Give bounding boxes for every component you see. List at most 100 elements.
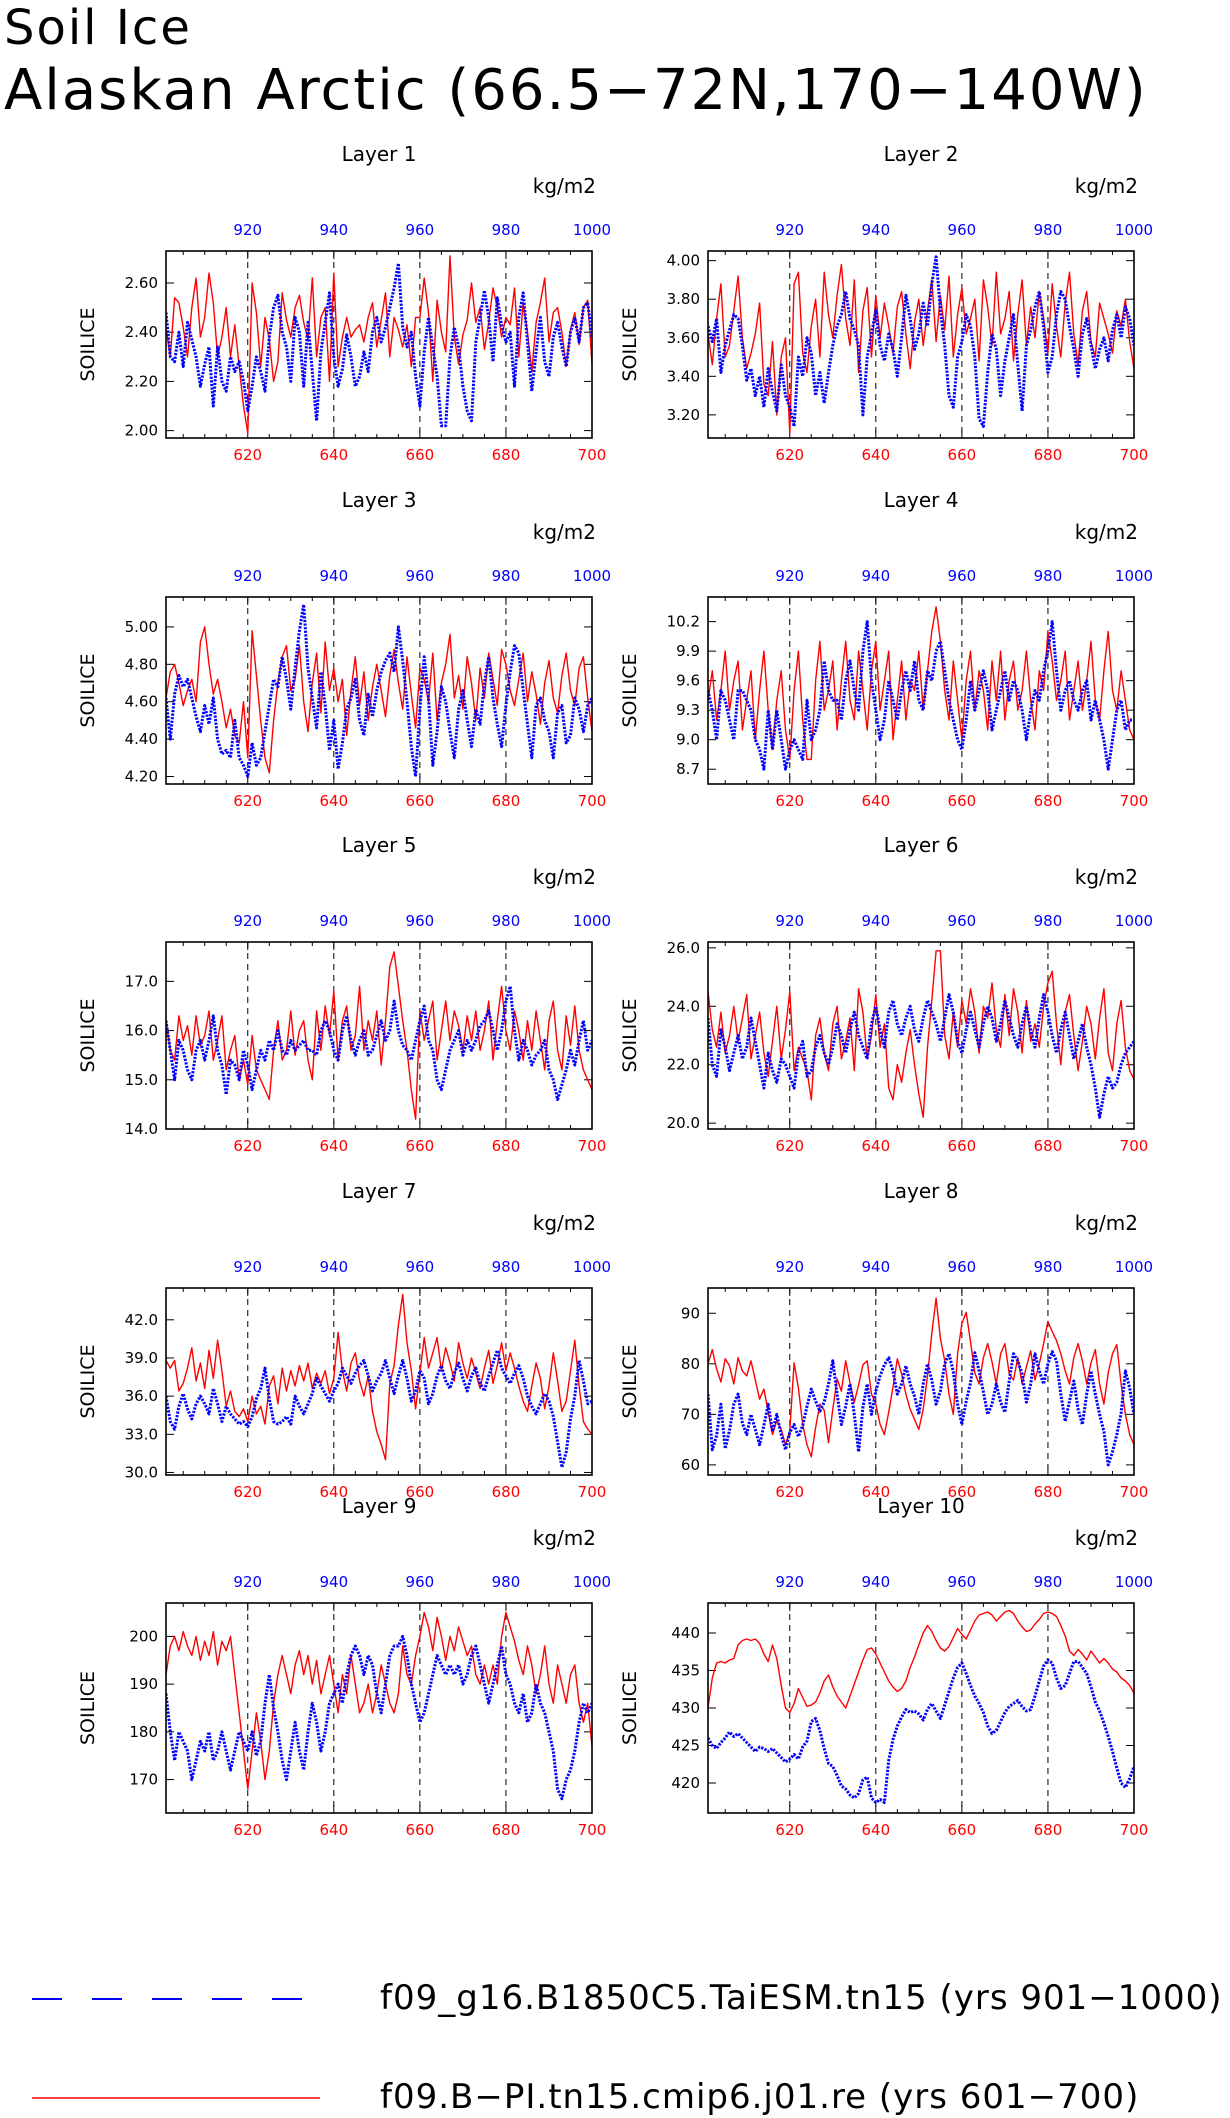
panel-layer-5: Layer 5 kg/m2 SOILICE 620 640 660 680 700 920 940…	[77, 833, 611, 1155]
x-top-tick-label: 920	[233, 1573, 262, 1591]
x-tick-label: 640	[319, 1483, 348, 1501]
plot-frame	[707, 941, 1135, 1130]
x-top-tick-label: 940	[319, 221, 348, 239]
x-tick-label: 660	[406, 1483, 435, 1501]
plot-frame	[707, 1602, 1135, 1814]
y-tick-label: 3.60	[667, 329, 700, 347]
x-top-tick-label: 940	[861, 1573, 890, 1591]
series-line-red	[708, 1297, 1134, 1458]
series-line-blue	[708, 255, 1134, 428]
x-top-tick-label: 980	[1034, 1573, 1063, 1591]
panel-title: Layer 10	[877, 1494, 965, 1518]
panel-title: Layer 2	[884, 142, 959, 166]
plot-frame	[707, 250, 1135, 439]
series-line-red	[166, 951, 592, 1120]
x-tick-label: 700	[1120, 1137, 1149, 1155]
x-top-tick-label: 980	[1034, 221, 1063, 239]
series-line-red	[708, 950, 1134, 1119]
panel-layer-9: Layer 9 kg/m2 SOILICE 620 640 660 680 700 920 940…	[77, 1494, 611, 1839]
x-tick-label: 680	[1034, 446, 1063, 464]
y-tick-label: 30.0	[125, 1463, 158, 1481]
y-axis-label: SOILICE	[77, 1671, 99, 1745]
series-line-blue	[708, 620, 1134, 771]
x-top-tick-label: 980	[492, 912, 521, 930]
units-label: kg/m2	[533, 174, 596, 198]
series-group	[708, 1609, 1134, 1804]
y-tick-label: 36.0	[125, 1387, 158, 1405]
y-tick-label: 39.0	[125, 1349, 158, 1367]
y-tick-label: 22.0	[667, 1056, 700, 1074]
x-top-tick-label: 920	[233, 567, 262, 585]
x-tick-label: 620	[775, 1137, 804, 1155]
units-label: kg/m2	[1075, 865, 1138, 889]
y-tick-label: 4.40	[125, 730, 158, 748]
series-group	[166, 255, 592, 434]
series-line-red	[708, 263, 1134, 435]
y-tick-label: 80	[681, 1355, 700, 1373]
x-tick-label: 700	[1120, 446, 1149, 464]
y-tick-label: 420	[671, 1774, 700, 1792]
x-top-tick-label: 980	[1034, 567, 1063, 585]
panel-title: Layer 7	[342, 1179, 417, 1203]
y-tick-label: 435	[671, 1662, 700, 1680]
x-tick-label: 700	[1120, 792, 1149, 810]
y-tick-label: 90	[681, 1304, 700, 1322]
series-line-blue	[166, 603, 592, 778]
units-label: kg/m2	[533, 1211, 596, 1235]
x-top-tick-label: 940	[319, 912, 348, 930]
series-group	[708, 606, 1134, 771]
x-top-tick-label: 960	[406, 912, 435, 930]
x-tick-label: 640	[861, 446, 890, 464]
x-tick-label: 660	[948, 1483, 977, 1501]
x-tick-label: 680	[1034, 1137, 1063, 1155]
x-top-tick-label: 980	[492, 1258, 521, 1276]
x-top-tick-label: 920	[775, 567, 804, 585]
x-top-tick-label: 1000	[573, 912, 611, 930]
series-line-red	[166, 255, 592, 434]
panel-layer-4: Layer 4 kg/m2 SOILICE 620 640 660 680 700 920 940…	[619, 488, 1153, 810]
x-top-tick-label: 960	[406, 221, 435, 239]
x-tick-label: 640	[319, 792, 348, 810]
x-tick-label: 660	[948, 446, 977, 464]
y-axis-label: SOILICE	[77, 998, 99, 1072]
series-group	[166, 951, 592, 1120]
x-top-tick-label: 1000	[573, 221, 611, 239]
x-tick-label: 660	[948, 1137, 977, 1155]
y-tick-label: 190	[129, 1675, 158, 1693]
y-tick-label: 8.7	[676, 760, 700, 778]
x-top-tick-label: 960	[948, 567, 977, 585]
y-tick-label: 2.60	[125, 274, 158, 292]
series-line-blue	[166, 984, 592, 1101]
x-top-tick-label: 1000	[1115, 1258, 1153, 1276]
y-axis-label: SOILICE	[77, 307, 99, 381]
x-top-tick-label: 920	[775, 1573, 804, 1591]
series-line-red	[166, 1293, 592, 1461]
y-tick-label: 2.40	[125, 323, 158, 341]
x-tick-label: 620	[233, 446, 262, 464]
x-top-tick-label: 920	[775, 221, 804, 239]
units-label: kg/m2	[1075, 1526, 1138, 1550]
x-tick-label: 700	[578, 1483, 607, 1501]
y-tick-label: 4.80	[125, 655, 158, 673]
series-group	[708, 255, 1134, 435]
x-tick-label: 640	[319, 1821, 348, 1839]
y-tick-label: 10.2	[667, 613, 700, 631]
units-label: kg/m2	[1075, 174, 1138, 198]
x-tick-label: 680	[492, 1821, 521, 1839]
x-top-tick-label: 940	[319, 567, 348, 585]
x-top-tick-label: 1000	[573, 1573, 611, 1591]
y-tick-label: 20.0	[667, 1114, 700, 1132]
x-tick-label: 620	[775, 1483, 804, 1501]
panel-layer-10: Layer 10 kg/m2 SOILICE 620 640 660 680 700 920 94…	[619, 1494, 1153, 1839]
y-tick-label: 2.20	[125, 372, 158, 390]
x-top-tick-label: 920	[233, 1258, 262, 1276]
plot-frame	[165, 1287, 593, 1476]
x-top-tick-label: 960	[406, 1573, 435, 1591]
x-tick-label: 660	[406, 792, 435, 810]
x-top-tick-label: 940	[861, 221, 890, 239]
x-tick-label: 660	[406, 1821, 435, 1839]
series-group	[708, 1297, 1134, 1467]
x-top-tick-label: 920	[775, 1258, 804, 1276]
x-tick-label: 700	[1120, 1821, 1149, 1839]
series-line-red	[166, 1611, 592, 1790]
